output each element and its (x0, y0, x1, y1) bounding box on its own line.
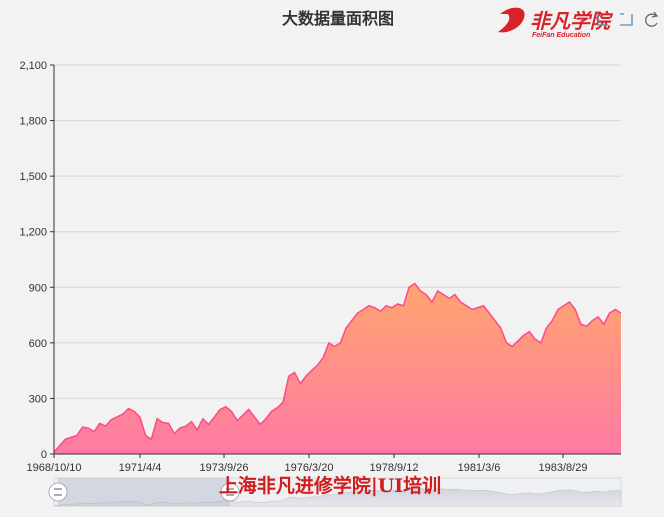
x-tick-label: 1968/10/10 (26, 462, 81, 474)
x-tick-label: 1978/9/12 (370, 462, 419, 474)
logo-mark-icon (498, 7, 525, 33)
area-series (54, 283, 621, 454)
datazoom-preview (53, 487, 622, 507)
y-tick-label: 900 (29, 282, 47, 294)
y-tick-label: 0 (41, 449, 47, 461)
x-tick-label: 1971/4/4 (119, 462, 162, 474)
datazoom-handle-right[interactable] (220, 482, 240, 502)
y-tick-label: 1,500 (19, 171, 47, 183)
zoom-reset-icon[interactable] (619, 12, 633, 26)
logo-sub-text: FeiFan Education (532, 32, 590, 39)
brand-logo: 非凡学院 FeiFan Education (498, 7, 614, 39)
toolbox (597, 11, 659, 27)
y-axis: 0 300 600 900 1,200 1,500 1,800 2,100 (19, 60, 54, 461)
x-tick-label: 1976/3/20 (285, 462, 334, 474)
watermark-text: 上海非凡进修学院|UI培训 (219, 474, 441, 497)
datazoom-handle-left[interactable] (48, 482, 68, 502)
logo-brand-text: 非凡学院 (530, 10, 614, 33)
x-axis: 1968/10/10 1971/4/4 1973/9/26 1976/3/20 1978… (26, 454, 587, 474)
x-tick-label: 1981/3/6 (458, 462, 501, 474)
x-tick-label: 1973/9/26 (200, 462, 249, 474)
zoom-icon[interactable] (597, 12, 608, 26)
restore-icon[interactable] (645, 11, 659, 27)
data-zoom[interactable] (48, 477, 622, 507)
series-line (53, 282, 622, 453)
chart-title: 大数据量面积图 (282, 9, 394, 28)
y-tick-label: 300 (29, 393, 47, 405)
datazoom-window[interactable] (58, 478, 230, 506)
y-tick-label: 600 (29, 338, 47, 350)
x-tick-label: 1983/8/29 (539, 462, 588, 474)
y-tick-label: 1,200 (19, 227, 47, 239)
y-tick-label: 2,100 (19, 60, 47, 72)
y-tick-label: 1,800 (19, 116, 47, 128)
